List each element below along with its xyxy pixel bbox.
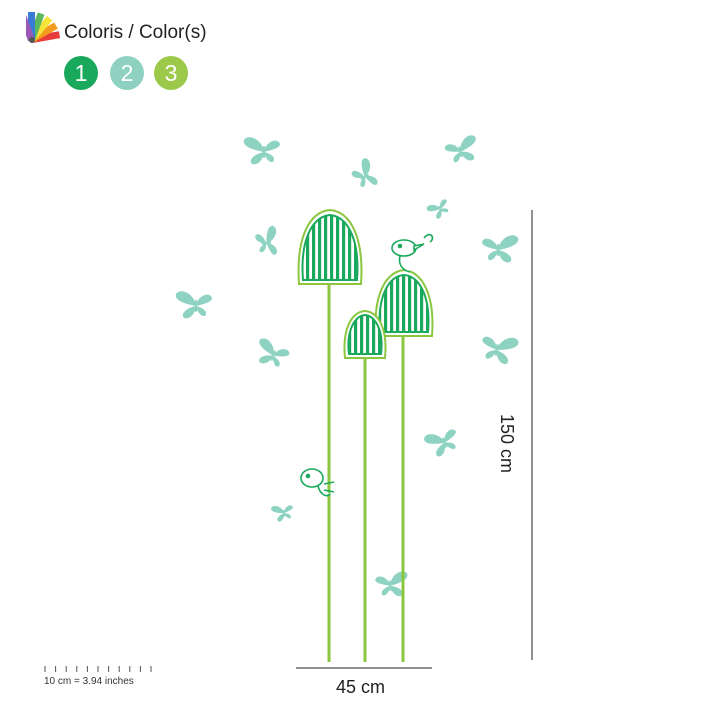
butterfly [347,156,382,193]
pod-small [343,309,387,359]
butterfly [482,235,519,263]
bird-stem [300,468,335,497]
swatch-label: 1 [74,60,88,86]
scale-label: 10 cm = 3.94 inches [44,676,134,687]
dimension-lines [296,210,533,669]
stems [327,284,405,662]
swatch-label: 3 [164,60,178,86]
swatch-color-3[interactable]: 3 [154,56,188,90]
butterfly [478,332,520,366]
butterflies [175,134,520,599]
butterfly [252,336,292,372]
height-dimension-label: 150 cm [497,414,517,474]
butterfly [425,196,453,222]
butterfly [270,502,295,523]
color-palette-icon [26,12,61,43]
swatch-color-1[interactable]: 1 [64,56,98,90]
butterfly [422,425,462,460]
bird-top [391,233,434,273]
butterfly [243,137,280,165]
birds [300,233,434,497]
width-dimension-label: 45 cm [336,677,386,697]
pods [297,208,434,359]
swatch-color-2[interactable]: 2 [110,56,144,90]
swatch-label: 2 [120,60,134,86]
scale-ruler [44,666,152,672]
pod-large [297,208,363,285]
butterfly [253,225,281,258]
butterfly [175,291,212,319]
butterfly [443,134,481,167]
colors-title: Coloris / Color(s) [64,22,207,43]
pod-right [374,268,434,337]
